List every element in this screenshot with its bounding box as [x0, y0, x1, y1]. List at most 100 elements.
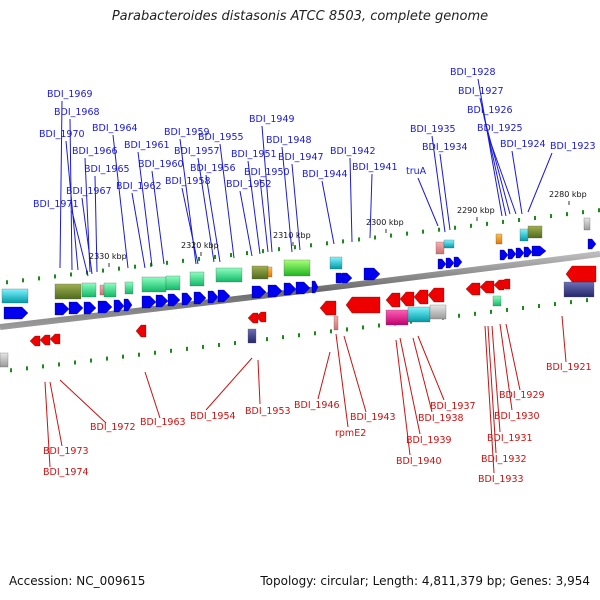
forward-gene-label: BDI_1959	[164, 127, 210, 138]
track-tick-upper	[502, 219, 504, 224]
reverse-gene-arrow	[479, 280, 495, 294]
reverse-gene-leader	[399, 337, 421, 435]
track-tick-upper	[486, 221, 488, 226]
forward-gene-label: BDI_1947	[278, 152, 324, 163]
track-tick-upper	[6, 280, 8, 285]
track-tick-upper	[518, 217, 520, 222]
reverse-gene-label: BDI_1940	[396, 456, 442, 467]
gene-block	[267, 266, 273, 278]
forward-gene-label: BDI_1934	[422, 142, 468, 153]
forward-gene-arrow	[123, 298, 133, 312]
track-tick-upper	[326, 241, 328, 246]
reverse-gene-label: BDI_1953	[245, 406, 291, 417]
track-tick-upper	[134, 264, 136, 269]
track-tick-upper	[438, 227, 440, 232]
forward-gene-leader	[239, 190, 253, 257]
forward-gene-label: BDI_1968	[54, 107, 100, 118]
reverse-gene-label: BDI_1929	[499, 390, 545, 401]
forward-gene-arrow	[437, 258, 447, 270]
reverse-gene-arrow	[135, 324, 147, 338]
gene-block	[519, 228, 529, 242]
scale-label: 2300 kbp	[366, 218, 404, 227]
track-tick-upper	[214, 254, 216, 259]
forward-gene-arrow	[515, 247, 525, 259]
gene-block	[527, 225, 543, 239]
forward-gene-label: BDI_1957	[174, 146, 220, 157]
scale-label: 2280 kbp	[549, 190, 587, 199]
forward-gene-label: BDI_1924	[500, 139, 546, 150]
track-tick-upper	[294, 245, 296, 250]
forward-gene-label: BDI_1962	[116, 181, 162, 192]
reverse-gene-label: BDI_1963	[140, 417, 186, 428]
track-tick-lower	[314, 331, 316, 336]
track-tick-upper	[118, 266, 120, 271]
gene-block	[429, 304, 447, 320]
forward-gene-leader	[477, 78, 503, 217]
track-tick-upper	[54, 274, 56, 279]
forward-gene-arrow	[363, 267, 381, 281]
reverse-gene-arrow	[427, 287, 445, 303]
gene-arrows	[3, 238, 597, 347]
track-tick-lower	[458, 313, 460, 318]
reverse-gene-label: BDI_1930	[494, 411, 540, 422]
track-tick-lower	[266, 337, 268, 342]
track-tick-lower	[90, 358, 92, 363]
track-tick-upper	[550, 214, 552, 219]
forward-gene-arrow	[295, 281, 311, 295]
forward-gene-label: BDI_1926	[467, 105, 513, 116]
accession-text: Accession: NC_009615	[9, 574, 146, 588]
forward-gene-leader	[527, 152, 553, 213]
reverse-gene-arrow	[319, 300, 337, 316]
reverse-gene-arrow	[465, 282, 481, 296]
reverse-gene-label: BDI_1954	[190, 411, 236, 422]
reverse-gene-leader	[257, 359, 261, 405]
forward-gene-arrow	[113, 299, 125, 313]
track-tick-lower	[522, 305, 524, 310]
forward-gene-arrow	[499, 249, 509, 261]
forward-gene-label: BDI_1958	[165, 176, 211, 187]
gene-block	[435, 241, 445, 255]
forward-gene-leader	[259, 178, 269, 253]
track-tick-lower	[186, 346, 188, 351]
forward-gene-label: BDI_1955	[198, 132, 244, 143]
gene-block	[247, 328, 257, 344]
reverse-gene-label: BDI_1932	[481, 454, 527, 465]
forward-gene-label: BDI_1966	[72, 146, 118, 157]
forward-gene-label: BDI_1950	[244, 167, 290, 178]
track-tick-lower	[58, 362, 60, 367]
forward-gene-leader	[483, 116, 511, 215]
track-tick-lower	[362, 325, 364, 330]
track-tick-lower	[234, 341, 236, 346]
reverse-gene-arrow	[499, 278, 511, 290]
forward-gene-arrow	[341, 272, 353, 284]
forward-gene-arrow	[311, 280, 319, 294]
track-tick-lower	[74, 360, 76, 365]
forward-gene-label: BDI_1960	[138, 159, 184, 170]
forward-gene-label: BDI_1927	[458, 86, 504, 97]
reverse-gene-label: BDI_1974	[43, 467, 89, 478]
track-tick-upper	[534, 216, 536, 221]
reverse-gene-arrow	[565, 265, 597, 283]
gene-block	[0, 352, 9, 368]
track-tick-upper	[582, 210, 584, 215]
forward-gene-label: BDI_1956	[190, 163, 236, 174]
track-tick-lower	[474, 311, 476, 316]
forward-gene-label: BDI_1948	[266, 135, 312, 146]
forward-gene-leader	[281, 146, 293, 253]
forward-gene-arrow	[54, 302, 70, 316]
gene-block	[283, 259, 311, 277]
gene-feature-blocks	[0, 217, 595, 368]
forward-gene-arrow	[181, 292, 193, 306]
reverse-gene-leader	[49, 381, 63, 447]
gene-block	[99, 284, 105, 296]
gene-block	[103, 282, 117, 298]
forward-gene-label: BDI_1970	[39, 129, 85, 140]
gene-block	[54, 283, 82, 300]
reverse-gene-leader	[44, 381, 51, 468]
gene-block	[407, 306, 431, 323]
forward-gene-arrow	[83, 301, 97, 315]
reverse-gene-label: BDI_1931	[487, 433, 533, 444]
track-tick-lower	[170, 348, 172, 353]
reverse-gene-leader	[487, 325, 497, 454]
track-tick-lower	[282, 335, 284, 340]
